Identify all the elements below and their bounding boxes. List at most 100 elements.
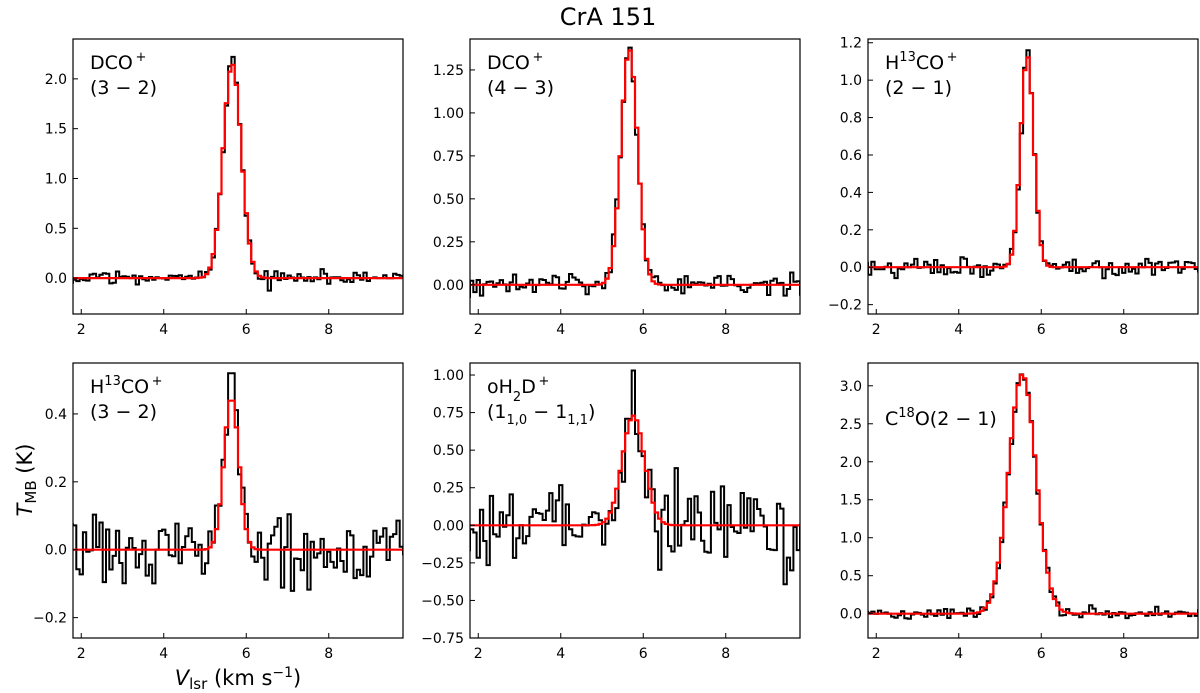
y-tick-label: 0.2 [840, 223, 862, 239]
x-axis-label-sub: lsr [189, 675, 208, 693]
y-tick-label: 0.0 [840, 607, 862, 623]
species-label: DCO + [487, 50, 543, 74]
x-tick-label: 2 [474, 322, 483, 338]
x-tick-label: 4 [159, 646, 168, 662]
fit-curve [73, 63, 403, 280]
x-axis-label: Vlsr (km s−1) [175, 665, 302, 693]
x-tick-label: 6 [1037, 646, 1046, 662]
species-label: H13CO + [90, 374, 163, 398]
plot-frame [469, 38, 801, 315]
x-tick-label: 6 [1037, 322, 1046, 338]
y-tick-label: 1.0 [840, 531, 862, 547]
species-label: DCO + [90, 50, 146, 74]
y-tick-label: 0.5 [840, 569, 862, 585]
plot-frame [469, 362, 801, 639]
figure-title: CrA 151 [560, 3, 656, 31]
x-axis-label-unit: (km s [214, 666, 272, 690]
x-tick-label: 2 [872, 322, 881, 338]
x-tick-label: 8 [1119, 646, 1128, 662]
y-tick-label: 1.0 [45, 171, 67, 187]
y-tick-label: 0.0 [45, 543, 67, 559]
y-tick-label: 2.0 [840, 455, 862, 471]
y-tick-label: 0.6 [840, 148, 862, 164]
y-tick-label: 2.5 [840, 417, 862, 433]
y-tick-label: 0.0 [840, 260, 862, 276]
y-tick-label: 0.75 [433, 406, 464, 422]
x-tick-label: 4 [159, 322, 168, 338]
y-tick-label: 0.75 [433, 149, 464, 165]
x-tick-label: 6 [242, 646, 251, 662]
y-tick-label: 1.5 [840, 493, 862, 509]
panel-2: 2 4 6 8 0.00 0.25 0.50 0.75 1.00 1.25 DCO + (4 − 3) [433, 38, 801, 338]
y-axis-label-main: T [13, 501, 37, 516]
y-tick-label: 1.00 [433, 106, 464, 122]
y-axis-label-sub: MB [22, 480, 40, 503]
plot-frame [72, 38, 404, 315]
panel-5: 2 4 6 8 −0.75 −0.50 −0.25 0.00 0.25 0.50 0.75 1.00 o… [421, 362, 801, 662]
observed-spectrum [73, 372, 403, 592]
y-tick-label: −0.75 [421, 631, 464, 647]
x-tick-label: 2 [77, 646, 86, 662]
y-tick-label: 0.0 [45, 271, 67, 287]
transition-label: (3 − 2) [90, 401, 157, 423]
transition-label: (2 − 1) [885, 77, 952, 99]
y-tick-label: 0.2 [45, 475, 67, 491]
y-tick-label: 0.4 [840, 185, 862, 201]
x-tick-label: 6 [242, 322, 251, 338]
x-tick-label: 2 [474, 646, 483, 662]
x-tick-label: 4 [954, 646, 963, 662]
x-tick-label: 6 [639, 646, 648, 662]
fit-curve [73, 399, 403, 551]
y-axis-label: TMB (K) [13, 444, 40, 517]
fit-curve [868, 56, 1198, 269]
y-tick-label: 1.5 [45, 122, 67, 138]
y-tick-label: −0.2 [33, 611, 67, 627]
species-label: H13CO + [885, 50, 958, 74]
panel-1: 2 4 6 8 0.0 0.5 1.0 1.5 2.0 DCO + (3 − 2) [45, 38, 404, 338]
x-tick-label: 2 [77, 322, 86, 338]
fit-curve [868, 373, 1198, 615]
panel-4: 2 4 6 8 −0.2 0.0 0.2 0.4 H13CO + (3 − 2) [33, 362, 404, 662]
x-tick-label: 6 [639, 322, 648, 338]
y-tick-label: 0.50 [433, 443, 464, 459]
x-tick-label: 2 [872, 646, 881, 662]
y-tick-label: 0.50 [433, 192, 464, 208]
y-tick-label: 0.00 [433, 518, 464, 534]
x-axis-label-exp: −1 [272, 665, 293, 681]
y-tick-label: 1.25 [433, 63, 464, 79]
x-tick-label: 8 [721, 322, 730, 338]
x-tick-label: 4 [954, 322, 963, 338]
y-tick-label: −0.50 [421, 593, 464, 609]
x-tick-label: 4 [556, 646, 565, 662]
x-tick-label: 8 [324, 646, 333, 662]
y-tick-label: −0.2 [828, 298, 862, 314]
y-tick-label: 0.4 [45, 407, 67, 423]
y-tick-label: 0.8 [840, 111, 862, 127]
y-tick-label: −0.25 [421, 556, 464, 572]
fit-curve [470, 414, 800, 527]
y-tick-label: 0.25 [433, 235, 464, 251]
panel-6: 2 4 6 8 0.0 0.5 1.0 1.5 2.0 2.5 3.0 C18O(2 − 1) [840, 362, 1199, 662]
y-axis-label-unit: (K) [13, 444, 37, 474]
fit-curve [470, 49, 800, 286]
observed-spectrum [73, 55, 403, 292]
y-tick-label: 1.2 [840, 36, 862, 52]
y-tick-label: 0.5 [45, 221, 67, 237]
y-tick-label: 1.00 [433, 368, 464, 384]
species-label: C18O(2 − 1) [885, 406, 997, 430]
y-tick-label: 0.25 [433, 481, 464, 497]
species-label: oH2D + [487, 374, 549, 405]
x-tick-label: 8 [324, 322, 333, 338]
x-axis-label-main: V [175, 666, 191, 690]
panel-3: 2 4 6 8 −0.2 0.0 0.2 0.4 0.6 0.8 1.0 1.2 H13CO + (2 −… [828, 36, 1199, 338]
transition-label: (3 − 2) [90, 77, 157, 99]
x-tick-label: 8 [721, 646, 730, 662]
x-tick-label: 8 [1119, 322, 1128, 338]
transition-label: (4 − 3) [487, 77, 554, 99]
plot-frame [867, 38, 1199, 315]
y-tick-label: 1.0 [840, 73, 862, 89]
plot-frame [72, 362, 404, 639]
x-tick-label: 4 [556, 322, 565, 338]
plot-frame [867, 362, 1199, 639]
